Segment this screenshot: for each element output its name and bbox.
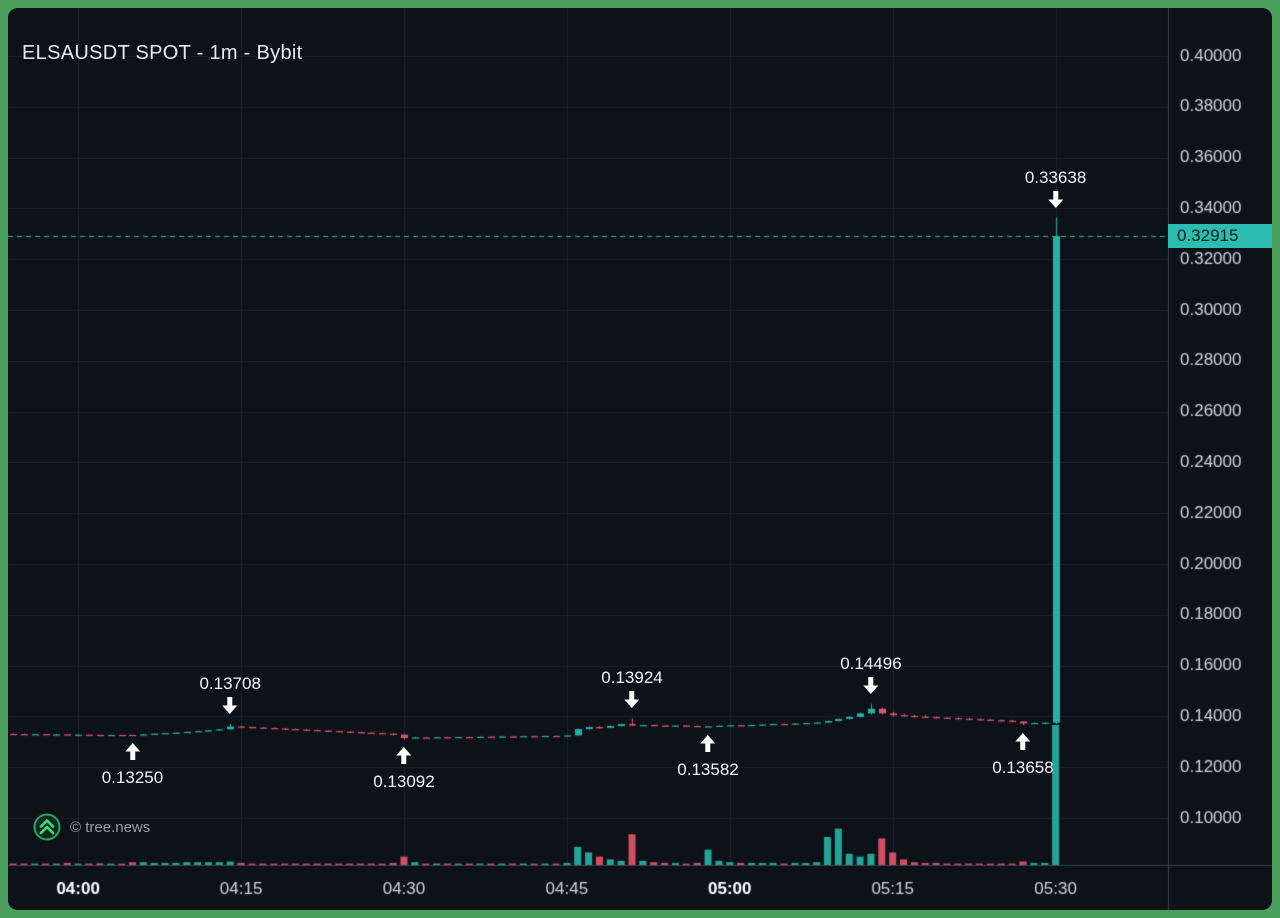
annotation-price-label: 0.13250 (101, 768, 164, 788)
annotation-price-label: 0.13092 (373, 772, 435, 792)
price-annotation: 0.13582 (677, 735, 739, 780)
annotation-price-label: 0.33638 (1024, 167, 1087, 187)
price-annotation: 0.13708 (199, 673, 261, 719)
arrow-down-icon (1048, 190, 1064, 213)
annotation-price-label: 0.13708 (199, 673, 261, 693)
tree-news-logo-icon[interactable] (33, 813, 61, 841)
annotation-price-label: 0.13658 (992, 758, 1054, 778)
watermark: © tree.news (33, 813, 150, 841)
price-annotation: 0.13250 (102, 743, 163, 788)
price-annotation: 0.33638 (1025, 168, 1086, 213)
arrow-down-icon (624, 691, 640, 713)
chart-surface: ELSAUSDT SPOT - 1m - Bybit 0.32915 0.132… (8, 8, 1272, 910)
candlestick-chart-canvas[interactable] (8, 8, 1272, 910)
annotation-price-label: 0.13582 (677, 760, 739, 780)
arrow-up-icon (124, 743, 140, 765)
annotation-price-label: 0.14496 (840, 653, 902, 673)
arrow-down-icon (863, 676, 879, 699)
arrow-up-icon (396, 747, 412, 769)
arrow-up-icon (700, 735, 716, 757)
price-annotation: 0.13924 (601, 668, 663, 713)
arrow-up-icon (1015, 733, 1031, 755)
price-annotation: 0.14496 (840, 653, 902, 699)
chart-title: ELSAUSDT SPOT - 1m - Bybit (22, 42, 303, 64)
watermark-text: © tree.news (70, 818, 151, 836)
price-annotation: 0.13092 (373, 747, 435, 792)
current-price-label[interactable]: 0.32915 (1168, 223, 1272, 248)
arrow-down-icon (222, 696, 238, 719)
price-annotation: 0.13658 (992, 733, 1054, 778)
annotation-price-label: 0.13924 (601, 668, 663, 688)
